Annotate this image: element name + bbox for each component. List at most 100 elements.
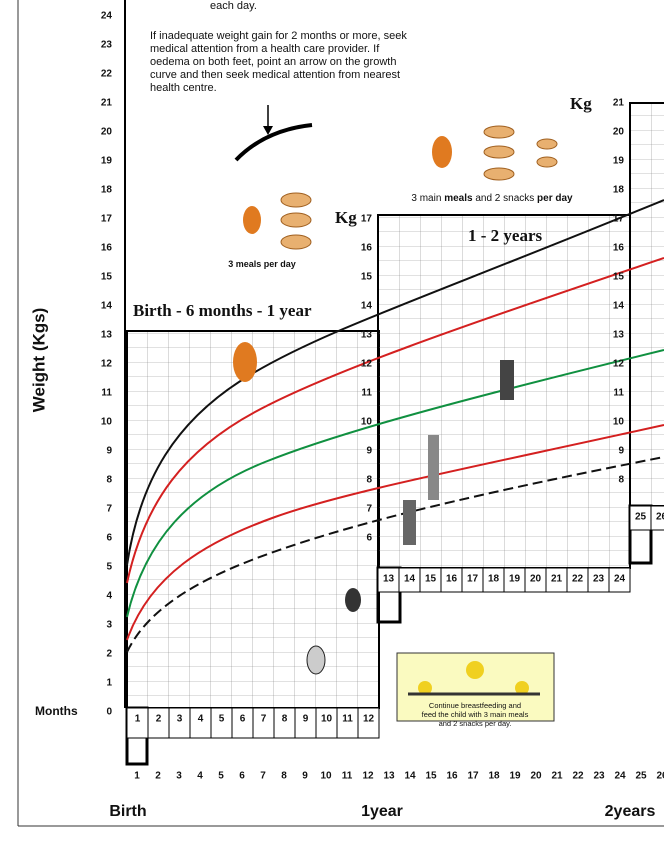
y-tick-label: 10 [101,417,113,428]
x-tick-label: 14 [404,771,416,782]
month-label: 4 [198,714,204,725]
panel-grid [629,102,664,507]
y-tick-label: 16 [101,243,113,254]
panel-tick-label: 19 [613,156,625,167]
x-tick-label: 16 [446,771,458,782]
panel-tick-label: 16 [613,243,625,254]
feeding: 3 meals per day [228,259,296,269]
month-label: 10 [321,714,333,725]
panel-tick-label: 9 [366,446,372,457]
month-label: 5 [219,714,225,725]
y-tick-label: 17 [101,214,113,225]
month-label: 26 [656,512,664,523]
y-tick-label: 9 [106,446,112,457]
y-tick-label: 19 [101,156,113,167]
panel-tick-label: 12 [361,359,373,370]
x-tick-label: 8 [281,771,287,782]
x-tick-label: 18 [488,771,500,782]
feeding-part: 3 meals per day [228,259,296,269]
panel-tick-label: 10 [613,417,625,428]
month-box [608,567,631,593]
month-label: 23 [593,574,605,585]
months-label: Months [35,704,78,718]
y-title: Weight (Kgs) [29,308,48,413]
month-label: 3 [177,714,183,725]
panel-tick-label: 11 [613,388,624,399]
y-tick-label: 4 [106,591,112,602]
month-label: 6 [240,714,246,725]
y-tick-label: 8 [106,475,112,486]
illustrations [233,105,558,722]
month-box [357,707,380,739]
month-label: 24 [614,574,626,585]
feeding: 3 main meals and 2 snacks per day [411,193,573,204]
panel-tick-label: 16 [361,243,373,254]
x-tick-label: 19 [509,771,521,782]
feeding-part: meals [444,193,473,204]
x-tick-label: 22 [572,771,584,782]
panel-tick-label: 12 [613,359,625,370]
y-tick-label: 24 [101,11,113,22]
panel-tick-label: 13 [361,330,373,341]
y-tick-label: 22 [101,69,113,80]
month-box [650,505,664,531]
instruction-line: health centre. [150,82,217,94]
panel-grid [126,330,380,709]
x-label: 1year [361,803,403,820]
y-tick-label: 12 [101,359,113,370]
panel-tick-label: 17 [613,214,625,225]
x-tick-label: 13 [383,771,395,782]
y-tick-label: 5 [106,562,112,573]
note-line: and 2 snacks per day. [439,719,512,728]
month-label: 17 [467,574,479,585]
feeding-part: 3 main [411,193,444,204]
y-tick-label: 14 [101,301,113,312]
x-tick-label: 23 [593,771,605,782]
x-tick-label: 11 [342,771,353,782]
feeding-part: per day [537,193,573,204]
feeding-part: and 2 snacks [473,193,537,204]
month-label: 16 [446,574,458,585]
month-label: 1 [135,714,141,725]
panel-tick-label: 18 [613,185,625,196]
instruction-line: medical attention from a health care pro… [150,43,380,55]
panel-tick-label: 15 [613,272,625,283]
y-tick-label: 1 [106,678,112,689]
month-label: 18 [488,574,500,585]
panel-title: 1 - 2 years [468,226,543,245]
x-tick-label: 4 [197,771,203,782]
panel-title: Birth - 6 months - 1 year [133,301,312,320]
x-label: Birth [109,803,146,820]
panel-tick-label: 10 [361,417,373,428]
panel-tick-label: 21 [613,98,625,109]
month-label: 14 [404,574,416,585]
unit: Kg [335,208,357,227]
panel-tick-label: 14 [361,301,373,312]
panel-tick-label: 9 [618,446,624,457]
y-tick-label: 15 [101,272,113,283]
month-label: 8 [282,714,288,725]
y-tick-label: 13 [101,330,113,341]
month-label: 7 [261,714,267,725]
panel-tick-label: 17 [361,214,373,225]
instruction-line: curve and then seek medical attention fr… [150,69,400,81]
y-tick-label: 21 [101,98,113,109]
x-tick-label: 6 [239,771,245,782]
panel-tick-label: 6 [366,533,372,544]
x-tick-label: 21 [551,771,563,782]
panel-tick-label: 11 [361,388,372,399]
y-tick-label: 0 [106,707,112,718]
x-tick-label: 9 [302,771,308,782]
y-tick-label: 7 [106,504,112,515]
month-label: 22 [572,574,584,585]
panel-tick-label: 20 [613,127,625,138]
month-label: 2 [156,714,162,725]
panel-tick-label: 14 [613,301,625,312]
x-tick-label: 5 [218,771,224,782]
x-tick-label: 2 [155,771,161,782]
x-tick-label: 12 [362,771,374,782]
month-label: 19 [509,574,521,585]
x-tick-label: 24 [614,771,626,782]
panel-tick-label: 13 [613,330,625,341]
y-tick-label: 18 [101,185,113,196]
